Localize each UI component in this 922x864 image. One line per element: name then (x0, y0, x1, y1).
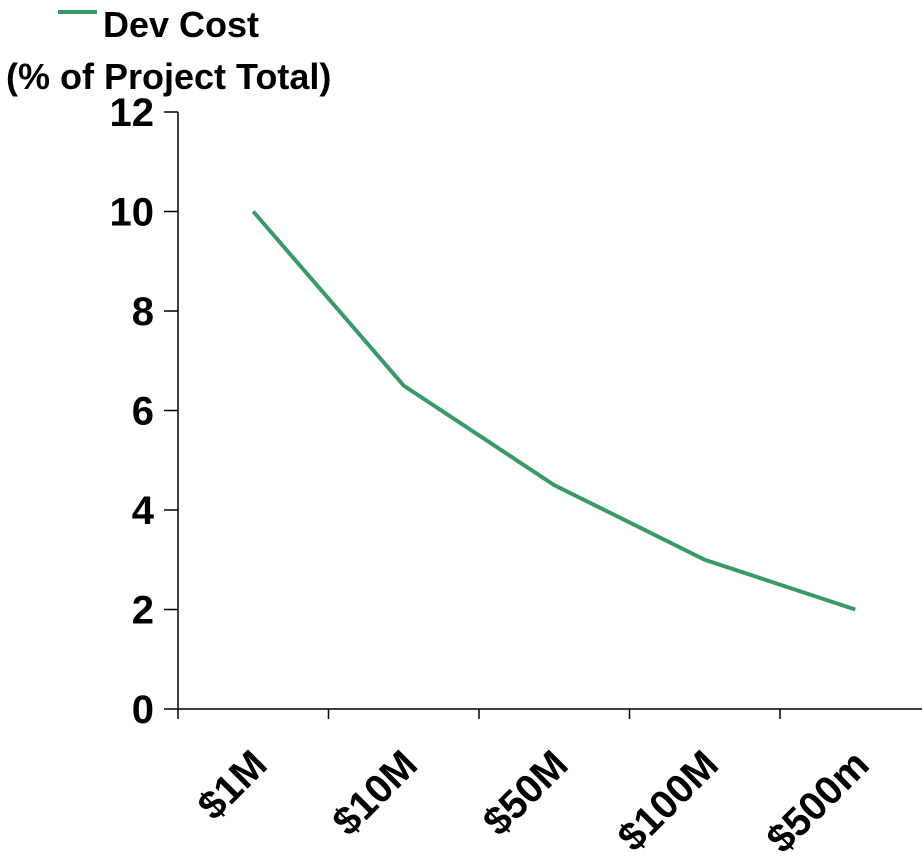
x-tick-label: $10M (324, 742, 426, 844)
y-tick-label: 12 (110, 91, 155, 135)
plot-area (251, 210, 856, 612)
legend: Dev Cost (58, 4, 259, 45)
x-tick-label: $500m (758, 742, 877, 861)
x-tick-label: $1M (189, 742, 275, 828)
x-tick-label: $100M (610, 742, 728, 860)
y-tick-label: 10 (110, 191, 155, 235)
y-tick-label: 8 (132, 290, 154, 334)
y-tick-label: 0 (132, 688, 154, 732)
y-tick-label: 4 (132, 489, 155, 533)
series-line-0 (251, 210, 856, 612)
y-axis-title: (% of Project Total) (6, 56, 331, 97)
x-axis: $1M $10M $50M $100M $500m (177, 709, 878, 861)
y-tick-label: 2 (132, 589, 154, 633)
x-tick-label: $50M (475, 742, 577, 844)
legend-label-dev-cost: Dev Cost (103, 4, 259, 45)
y-axis: 0 2 4 6 8 10 12 (110, 91, 178, 732)
y-tick-label: 6 (132, 390, 154, 434)
